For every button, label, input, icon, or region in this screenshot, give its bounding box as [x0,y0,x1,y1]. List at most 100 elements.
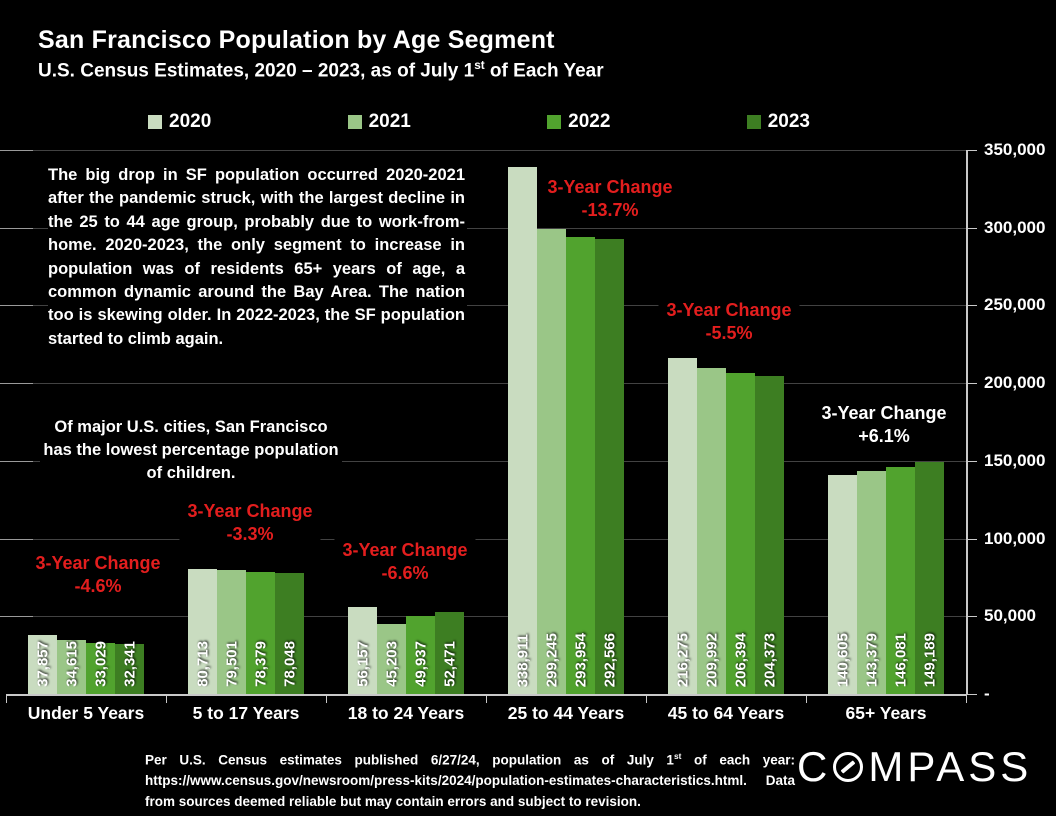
change-label: 3-Year Change [821,403,947,423]
bar-2021: 299,245 [537,228,566,694]
gridline [0,616,966,618]
x-axis-tick [6,694,7,703]
bar-2022: 33,029 [86,641,115,694]
legend-item-2020: 2020 [148,111,211,133]
bar-2022: 78,379 [246,572,275,694]
bar-2023: 149,189 [915,462,944,694]
bar-value-label: 78,048 [281,641,298,687]
change-value: +6.1% [858,426,910,446]
children-percentage-note: Of major U.S. cities, San Francisco has … [40,416,342,485]
change-value: -13.7% [581,200,639,220]
bar-value-label: 204,373 [761,632,778,687]
legend-swatch-icon [347,115,362,129]
y-axis-tick [966,305,977,307]
compass-needle-icon [840,760,856,774]
change-value: -5.5% [705,323,753,343]
category-label: 18 to 24 Years [347,703,465,723]
bar-2020: 338,911 [508,167,537,694]
compass-logo: C MPASS [797,741,1049,793]
legend-label: 2022 [568,111,611,132]
legend-item-2022: 2022 [547,111,610,133]
source-note: Per U.S. Census estimates published 6/27… [145,746,795,812]
y-axis-line [966,150,968,694]
subtitle-text: U.S. Census Estimates, 2020 – 2023, as o… [38,60,475,82]
bar-value-label: 78,379 [252,641,269,687]
gridline [0,150,966,151]
bar-2021: 143,379 [857,471,886,694]
bar-value-label: 206,394 [732,632,749,687]
bar-value-label: 33,029 [92,641,109,687]
bar-value-label: 149,189 [921,632,938,687]
change-value: -4.6% [74,576,122,596]
source-text: Per U.S. Census estimates published 6/27… [145,752,674,768]
gridline [0,538,966,540]
change-label: 3-Year Change [187,501,313,521]
page-title: San Francisco Population by Age Segment [38,26,555,54]
bar-value-label: 32,341 [121,641,138,687]
axis-tick-left [0,538,33,540]
axis-tick-left [0,305,33,307]
bar-value-label: 299,245 [543,632,560,687]
gridline [0,305,966,307]
bar-value-label: 216,275 [674,632,691,687]
bar-2021: 45,203 [377,623,406,694]
axis-tick-left [0,150,33,151]
change-annotation: 3-Year Change -6.6% [334,538,476,586]
x-axis-tick [806,694,807,703]
bar-value-label: 49,937 [412,641,429,687]
y-axis-label: - [984,684,990,703]
bar-2020: 216,275 [668,357,697,694]
bar-2020: 80,713 [188,568,217,694]
subtitle-suffix: of Each Year [484,60,604,82]
bar-2020: 140,605 [828,475,857,694]
y-axis-tick [966,227,977,229]
bar-2022: 49,937 [406,616,435,694]
y-axis-label: 350,000 [984,140,1046,159]
source-suffix: of each year: https://www.census.gov/new… [145,752,795,809]
bar-value-label: 338,911 [514,633,531,687]
change-annotation: 3-Year Change -3.3% [179,499,321,547]
category-label: 5 to 17 Years [192,703,300,723]
source-superscript: st [673,751,682,761]
bar-2023: 32,341 [115,641,144,694]
bar-2022: 146,081 [886,466,915,694]
legend-swatch-icon [148,115,162,129]
bar-2020: 56,157 [348,606,377,694]
y-axis-label: 50,000 [984,606,1036,626]
bar-2023: 78,048 [275,572,304,694]
gridline [0,383,966,385]
bar-2021: 79,501 [217,570,246,694]
y-axis-label: 150,000 [984,450,1046,470]
category-label: 65+ Years [845,703,927,723]
bar-value-label: 79,501 [223,641,240,687]
bar-value-label: 37,857 [34,641,51,687]
bar-value-label: 56,157 [354,641,371,687]
change-annotation: 3-Year Change -13.7% [539,175,681,223]
change-value: -6.6% [381,563,429,583]
y-axis-tick [966,460,977,462]
bar-2022: 206,394 [726,373,755,694]
change-label: 3-Year Change [666,300,792,320]
category-label: 45 to 64 Years [667,703,785,723]
bar-2023: 204,373 [755,376,784,694]
bar-2023: 52,471 [435,612,464,694]
change-value: -3.3% [226,524,274,544]
commentary-paragraph: The big drop in SF population occurred 2… [48,164,467,352]
change-label: 3-Year Change [547,177,673,197]
x-axis-tick [646,694,647,703]
x-axis-tick [326,694,327,703]
gridline [0,460,966,462]
axis-tick-left [0,616,33,618]
y-axis-tick [966,538,977,540]
bar-value-label: 52,471 [441,641,458,687]
bar-2020: 37,857 [28,635,57,694]
y-axis-label: 300,000 [984,217,1046,237]
bar-value-label: 140,605 [834,632,851,687]
bar-value-label: 80,713 [194,641,211,687]
legend-item-2021: 2021 [347,111,411,133]
legend-swatch-icon [746,115,761,129]
bar-value-label: 146,081 [892,632,909,687]
bar-value-label: 293,954 [572,632,589,687]
category-label: Under 5 Years [27,703,145,723]
